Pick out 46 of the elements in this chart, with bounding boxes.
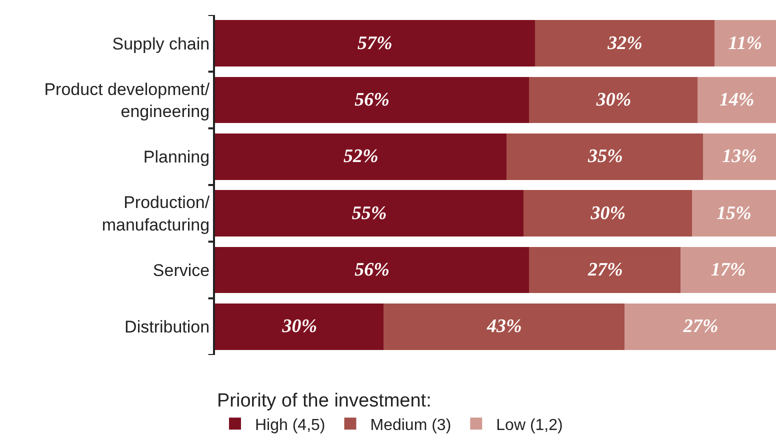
bar xyxy=(529,246,681,294)
data-label: 11% xyxy=(728,32,762,54)
data-label: 30% xyxy=(595,90,632,110)
data-label: 17% xyxy=(710,260,746,280)
legend-label: Medium (3) xyxy=(370,416,452,434)
y-tick-label: Service xyxy=(152,260,210,280)
bar xyxy=(215,303,384,350)
data-label: 27% xyxy=(682,316,718,338)
y-tick-label: Supply chain xyxy=(112,34,210,54)
data-label: 14% xyxy=(719,90,754,110)
data-label: 52% xyxy=(343,146,378,168)
bar xyxy=(697,76,776,124)
legend-label: Low (1,2) xyxy=(496,416,563,434)
bar xyxy=(703,133,776,180)
bar xyxy=(714,20,776,67)
data-label: 55% xyxy=(352,202,387,224)
bar xyxy=(692,190,776,237)
bar xyxy=(215,246,530,294)
data-label: 57% xyxy=(357,32,392,54)
data-label: 15% xyxy=(716,202,752,224)
data-label: 56% xyxy=(354,260,390,280)
bar xyxy=(383,303,625,350)
bar xyxy=(680,246,776,294)
data-label: 30% xyxy=(590,202,626,224)
bar xyxy=(215,190,524,237)
bar xyxy=(529,76,698,124)
data-label: 35% xyxy=(586,146,623,168)
y-tick-label: Planning xyxy=(143,148,210,167)
data-label: 30% xyxy=(281,316,318,338)
legend-title: Priority of the investment: xyxy=(217,390,432,412)
data-label: 32% xyxy=(606,32,642,54)
bar xyxy=(624,303,776,350)
data-label: 27% xyxy=(586,260,623,280)
legend-label: High (4,5) xyxy=(255,416,326,434)
y-tick-label: Product development/ engineering xyxy=(44,80,210,121)
data-label: 13% xyxy=(722,146,757,168)
bar xyxy=(215,20,535,67)
bar xyxy=(215,76,530,124)
y-tick-label: Production/ manufacturing xyxy=(102,193,210,234)
data-label: 56% xyxy=(354,90,390,110)
bar xyxy=(534,20,714,67)
bar xyxy=(524,190,692,237)
bar xyxy=(215,133,507,180)
data-label: 43% xyxy=(486,316,522,338)
bar xyxy=(506,133,704,180)
y-tick-label: Distribution xyxy=(124,318,210,337)
